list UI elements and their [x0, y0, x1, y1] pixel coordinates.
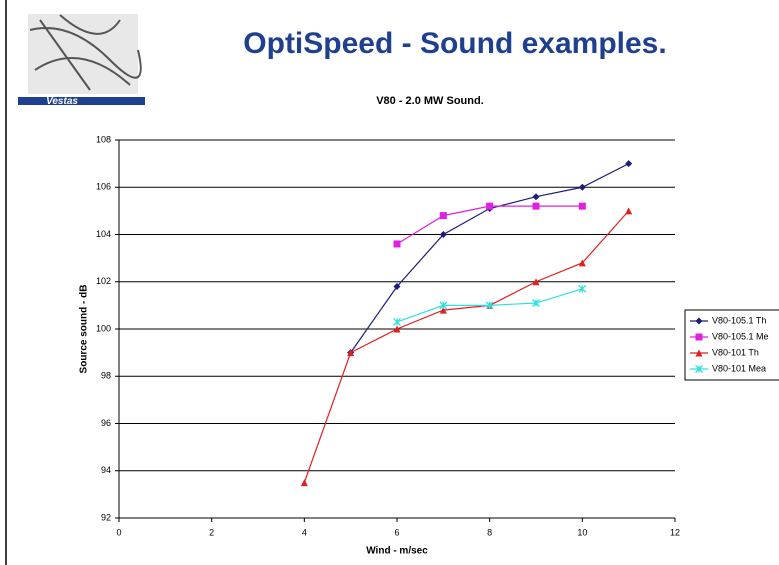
y-tick-label: 108	[96, 134, 111, 144]
series-line	[303, 210, 630, 483]
y-tick-label: 102	[96, 276, 111, 286]
marker	[439, 231, 447, 238]
marker	[393, 282, 401, 290]
chart-title: V80 - 2.0 MW Sound.	[376, 95, 484, 107]
x-tick-label: 0	[116, 527, 121, 537]
y-tick-label: 96	[101, 418, 111, 428]
marker	[532, 193, 540, 201]
marker	[695, 349, 703, 357]
logo-bar	[18, 97, 145, 105]
x-tick-label: 12	[670, 527, 680, 537]
legend-label: V80-105.1 Me	[712, 331, 769, 341]
x-tick-label: 4	[302, 527, 307, 537]
legend-label: V80-101 Th	[712, 347, 759, 357]
marker	[578, 183, 586, 191]
marker	[347, 349, 355, 357]
logo-sketch	[29, 14, 142, 91]
x-tick-label: 8	[487, 527, 492, 537]
marker	[695, 333, 703, 341]
marker	[485, 301, 494, 310]
legend-label: V80-101 Mea	[712, 363, 766, 373]
x-tick-label: 2	[209, 527, 214, 537]
legend-label: V80-105.1 Th	[712, 315, 766, 325]
x-tick-label: 10	[577, 527, 587, 537]
marker	[393, 325, 401, 333]
y-tick-label: 94	[101, 465, 111, 475]
y-tick-label: 92	[101, 512, 111, 522]
marker	[695, 317, 703, 325]
marker	[393, 240, 401, 248]
marker	[532, 202, 540, 210]
y-tick-label: 106	[96, 182, 111, 192]
marker	[695, 365, 703, 373]
marker	[439, 306, 447, 314]
marker	[625, 207, 633, 215]
y-tick-label: 100	[96, 323, 111, 333]
y-tick-label: 98	[101, 371, 111, 381]
logo-text: Vestas	[46, 96, 78, 107]
x-tick-label: 6	[394, 527, 399, 537]
slide-title: OptiSpeed - Sound examples.	[243, 27, 666, 60]
x-axis-label: Wind - m/sec	[366, 546, 428, 557]
marker	[300, 479, 308, 487]
marker	[439, 212, 447, 220]
marker	[578, 284, 587, 293]
marker	[393, 317, 401, 326]
marker	[532, 299, 540, 307]
marker	[439, 301, 448, 310]
y-tick-label: 104	[96, 229, 111, 239]
marker	[486, 202, 494, 210]
y-axis-label: Source sound - dB	[79, 285, 90, 374]
marker	[625, 160, 633, 168]
marker	[578, 259, 586, 267]
marker	[532, 278, 540, 286]
logo: Vestas	[18, 14, 145, 107]
marker	[578, 202, 586, 210]
